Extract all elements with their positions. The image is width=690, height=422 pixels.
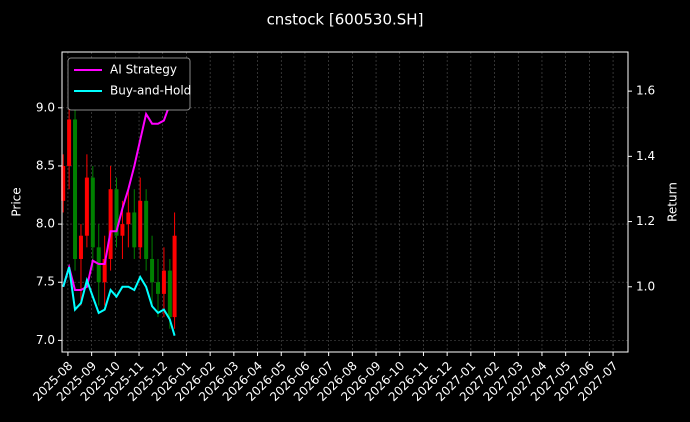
candle-body bbox=[73, 119, 78, 259]
legend: AI Strategy Buy-and-Hold bbox=[67, 57, 191, 111]
candle-body bbox=[78, 235, 83, 259]
candle-body bbox=[161, 270, 166, 294]
candle-body bbox=[90, 177, 95, 248]
candle-body bbox=[67, 119, 72, 166]
candle-body bbox=[167, 270, 172, 318]
y-axis-label: Price bbox=[10, 187, 24, 216]
y2-tick-label: 1.2 bbox=[636, 214, 655, 228]
y-tick-label: 7.5 bbox=[36, 275, 55, 289]
candle-body bbox=[114, 189, 119, 236]
plot-frame bbox=[61, 51, 629, 353]
y2-tick-label: 1.4 bbox=[636, 149, 655, 163]
candle-body bbox=[61, 165, 66, 201]
candle-body bbox=[126, 212, 131, 225]
candle-body bbox=[84, 177, 89, 236]
candle-body bbox=[150, 258, 155, 283]
y-tick-label: 8.0 bbox=[36, 217, 55, 231]
candle-body bbox=[172, 235, 177, 318]
y2-tick-label: 1.0 bbox=[636, 279, 655, 293]
series-line bbox=[62, 266, 176, 336]
candle-body bbox=[102, 258, 107, 283]
legend-label: Buy-and-Hold bbox=[110, 84, 191, 98]
y-tick-label: 8.5 bbox=[36, 158, 55, 172]
y2-axis-label: Return bbox=[666, 182, 680, 222]
y2-tick-label: 1.6 bbox=[636, 84, 655, 98]
chart-title: cnstock [600530.SH] bbox=[267, 11, 424, 29]
candle-body bbox=[155, 282, 160, 294]
series-line bbox=[62, 61, 176, 291]
candle-body bbox=[108, 189, 113, 259]
candle-body bbox=[144, 200, 149, 259]
legend-label: AI Strategy bbox=[110, 63, 177, 77]
y-tick-label: 9.0 bbox=[36, 100, 55, 114]
candle-body bbox=[120, 224, 125, 236]
candle-body bbox=[138, 200, 143, 248]
y-tick-label: 7.0 bbox=[36, 333, 55, 347]
candle-body bbox=[132, 212, 137, 248]
